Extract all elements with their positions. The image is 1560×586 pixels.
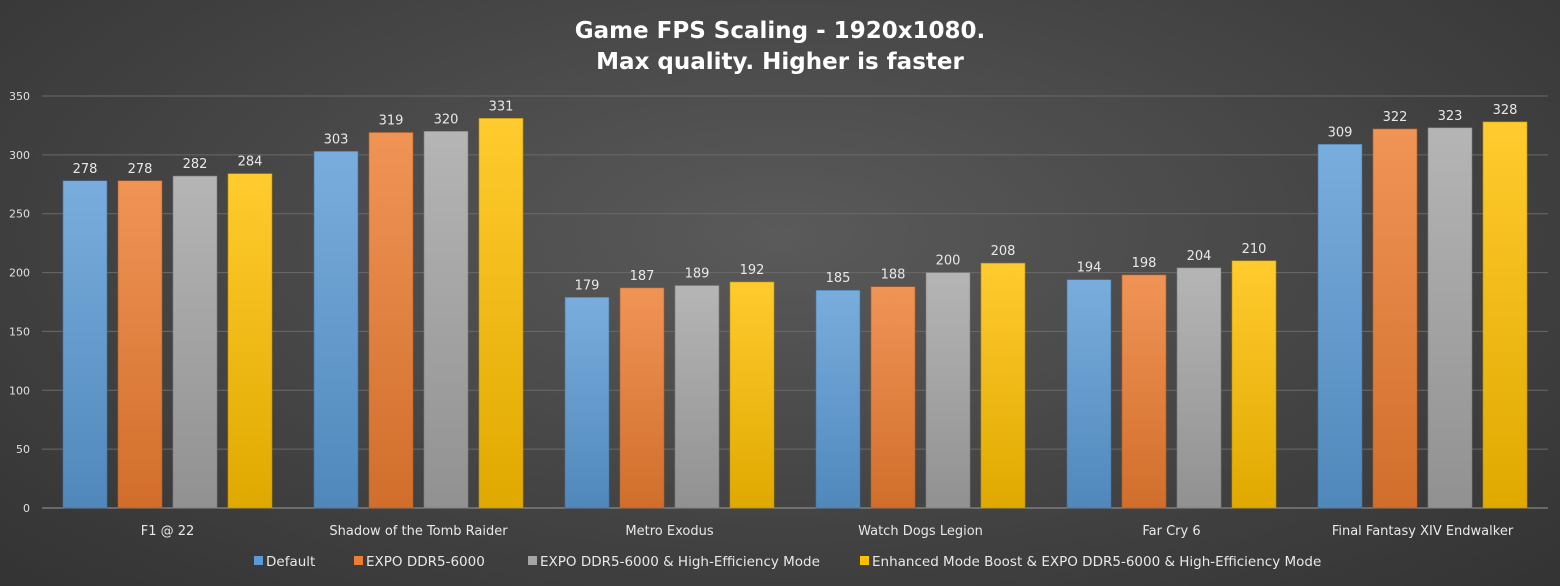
- bar: [729, 281, 775, 509]
- bar-value-label: 198: [1132, 256, 1157, 271]
- bar: [1372, 128, 1418, 509]
- chart-title-line1: Game FPS Scaling - 1920x1080.: [575, 18, 986, 44]
- bar-value-label: 208: [991, 244, 1016, 259]
- bar-value-label: 322: [1383, 110, 1408, 125]
- bar-value-label: 189: [685, 267, 710, 282]
- gridlines: [42, 95, 1548, 509]
- bar-value-label: 188: [881, 268, 906, 283]
- bar-value-label: 194: [1077, 261, 1102, 276]
- bar-value-label: 210: [1242, 242, 1267, 257]
- bar-value-label: 303: [324, 132, 349, 147]
- bar: [980, 262, 1026, 509]
- bar: [62, 180, 108, 509]
- y-tick-label: 0: [23, 502, 30, 515]
- x-category-label: Final Fantasy XIV Endwalker: [1332, 524, 1514, 539]
- bar-value-label: 278: [128, 162, 153, 177]
- legend-entry: Default: [266, 554, 315, 570]
- y-axis: 0 50 100 150 200 250 300 350: [9, 90, 30, 515]
- bar: [368, 132, 414, 509]
- bar-value-label: 185: [826, 271, 851, 286]
- bar: [1482, 121, 1528, 509]
- legend-swatch: [528, 556, 537, 565]
- bar-value-label: 192: [740, 263, 765, 278]
- bar-value-label: 309: [1328, 125, 1353, 140]
- bar-value-label: 319: [379, 113, 404, 128]
- y-tick-label: 250: [9, 208, 30, 221]
- chart-title-line2: Max quality. Higher is faster: [596, 49, 964, 75]
- bar: [172, 175, 218, 509]
- x-category-label: F1 @ 22: [141, 524, 195, 539]
- bar: [227, 173, 273, 509]
- bar-value-label: 200: [936, 254, 961, 269]
- bars: 278 278 282 284 303 319 320 331 179 187 189 192 185 1…: [62, 99, 1528, 509]
- bar-value-label: 320: [434, 112, 459, 127]
- bar: [619, 287, 665, 509]
- x-category-label: Far Cry 6: [1142, 524, 1200, 539]
- legend: Default EXPO DDR5-6000 EXPO DDR5-6000 & Hi…: [254, 554, 1321, 570]
- bar-value-label: 282: [183, 157, 208, 172]
- bar: [925, 272, 971, 509]
- bar-value-label: 323: [1438, 109, 1463, 124]
- bar-value-label: 328: [1493, 103, 1518, 118]
- y-tick-label: 350: [9, 90, 30, 103]
- legend-entry: Enhanced Mode Boost & EXPO DDR5-6000 & H…: [872, 554, 1321, 570]
- x-category-label: Metro Exodus: [625, 524, 713, 539]
- bar: [1121, 274, 1167, 509]
- x-category-label: Watch Dogs Legion: [858, 524, 983, 539]
- bar: [478, 118, 524, 509]
- bar: [674, 285, 720, 509]
- legend-entry: EXPO DDR5-6000: [366, 554, 485, 570]
- y-tick-label: 100: [9, 384, 30, 397]
- y-tick-label: 50: [16, 443, 30, 456]
- bar: [1231, 260, 1277, 509]
- x-category-label: Shadow of the Tomb Raider: [329, 524, 508, 539]
- bar: [313, 151, 359, 509]
- bar-value-label: 284: [238, 155, 263, 170]
- legend-swatch: [354, 556, 363, 565]
- bar: [564, 296, 610, 509]
- bar: [870, 286, 916, 509]
- bar-value-label: 331: [489, 99, 514, 114]
- bar: [1176, 267, 1222, 509]
- legend-swatch: [254, 556, 263, 565]
- y-tick-label: 300: [9, 149, 30, 162]
- bar: [1427, 127, 1473, 509]
- y-tick-label: 150: [9, 325, 30, 338]
- bar: [815, 289, 861, 509]
- bar: [1066, 279, 1112, 509]
- bar-value-label: 179: [575, 278, 600, 293]
- bar-value-label: 204: [1187, 249, 1212, 264]
- bar-value-label: 278: [73, 162, 98, 177]
- x-axis: F1 @ 22 Shadow of the Tomb Raider Metro Ex…: [141, 524, 1514, 539]
- bar: [1317, 143, 1363, 509]
- y-tick-label: 200: [9, 267, 30, 280]
- bar: [117, 180, 163, 509]
- legend-swatch: [860, 556, 869, 565]
- bar: [423, 131, 469, 509]
- bar-value-label: 187: [630, 269, 655, 284]
- legend-entry: EXPO DDR5-6000 & High-Efficiency Mode: [540, 554, 820, 570]
